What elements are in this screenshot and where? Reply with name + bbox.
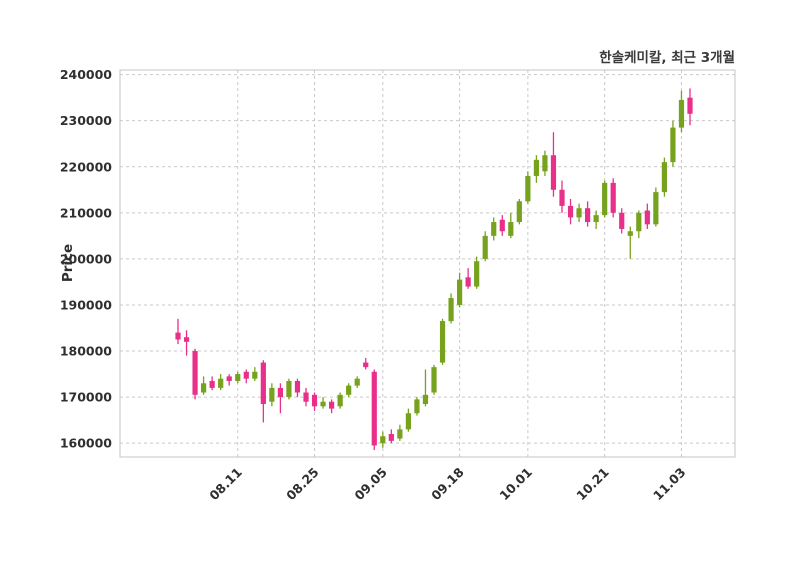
candle (405, 408, 411, 432)
candle (567, 199, 574, 225)
y-tick-label: 230000 (60, 113, 112, 128)
candle (414, 397, 420, 416)
candle (525, 171, 531, 204)
chart-title: 한솔케미칼, 최근 3개월 (599, 50, 735, 66)
candle (183, 330, 190, 356)
candle (619, 208, 625, 234)
y-tick-label: 200000 (60, 251, 112, 266)
candle (576, 203, 582, 223)
candle (311, 392, 318, 411)
candle (542, 150, 548, 176)
candle (585, 201, 591, 227)
candle (371, 369, 377, 451)
y-tick-label: 160000 (60, 436, 112, 451)
x-tick-label: 10.01 (496, 465, 535, 504)
candle (627, 226, 633, 259)
x-tick-label: 09.18 (428, 465, 467, 504)
candle (687, 88, 693, 126)
candle (294, 378, 301, 398)
candle (320, 397, 326, 409)
candle (678, 90, 685, 133)
candle (260, 360, 266, 423)
plot-border (119, 69, 736, 458)
candle (602, 180, 608, 218)
candle (431, 364, 437, 395)
candle (380, 431, 386, 448)
gridlines (120, 70, 735, 457)
y-tick-label: 170000 (60, 390, 112, 405)
candle (277, 383, 283, 414)
y-tick-label: 180000 (60, 344, 112, 359)
candle (516, 199, 522, 225)
candle (508, 212, 514, 239)
candle (670, 120, 676, 167)
candle (354, 376, 360, 388)
y-tick-label: 240000 (60, 67, 112, 82)
y-tick-label: 190000 (60, 297, 112, 312)
candles (175, 88, 693, 451)
candle (303, 387, 309, 407)
candle (533, 155, 539, 183)
candle (491, 217, 497, 241)
candle (235, 371, 241, 384)
candle (559, 180, 565, 213)
candle (218, 374, 224, 391)
y-tick-label: 220000 (60, 159, 112, 174)
candle (653, 187, 659, 227)
candle (550, 132, 557, 197)
x-tick-label: 10.21 (573, 465, 612, 504)
x-tick-label: 08.11 (206, 465, 245, 504)
candle (363, 357, 369, 370)
candle (269, 383, 275, 407)
candle (226, 374, 232, 386)
candle (388, 429, 394, 444)
candle (252, 367, 258, 381)
candle (448, 293, 454, 324)
candle (610, 178, 616, 218)
candle (474, 256, 480, 289)
candle (457, 272, 463, 308)
candle (465, 268, 471, 289)
x-tick-label: 11.03 (650, 465, 689, 504)
candle (439, 318, 446, 365)
candle (482, 231, 488, 262)
candle (644, 203, 650, 229)
candle (243, 369, 249, 384)
candle (397, 424, 403, 441)
candle (209, 376, 215, 391)
candle (337, 392, 343, 409)
candle (286, 378, 292, 400)
candle (636, 210, 642, 239)
candle (346, 383, 352, 398)
y-tick-label: 210000 (60, 205, 112, 220)
x-tick-label: 08.25 (283, 465, 322, 504)
candle (175, 318, 181, 345)
candle (422, 369, 429, 407)
candle (661, 157, 667, 197)
candle (201, 376, 207, 395)
x-tick-label: 09.05 (351, 465, 390, 504)
candle (499, 215, 505, 236)
candle (593, 210, 599, 229)
candle (192, 348, 198, 400)
candle (329, 399, 335, 414)
